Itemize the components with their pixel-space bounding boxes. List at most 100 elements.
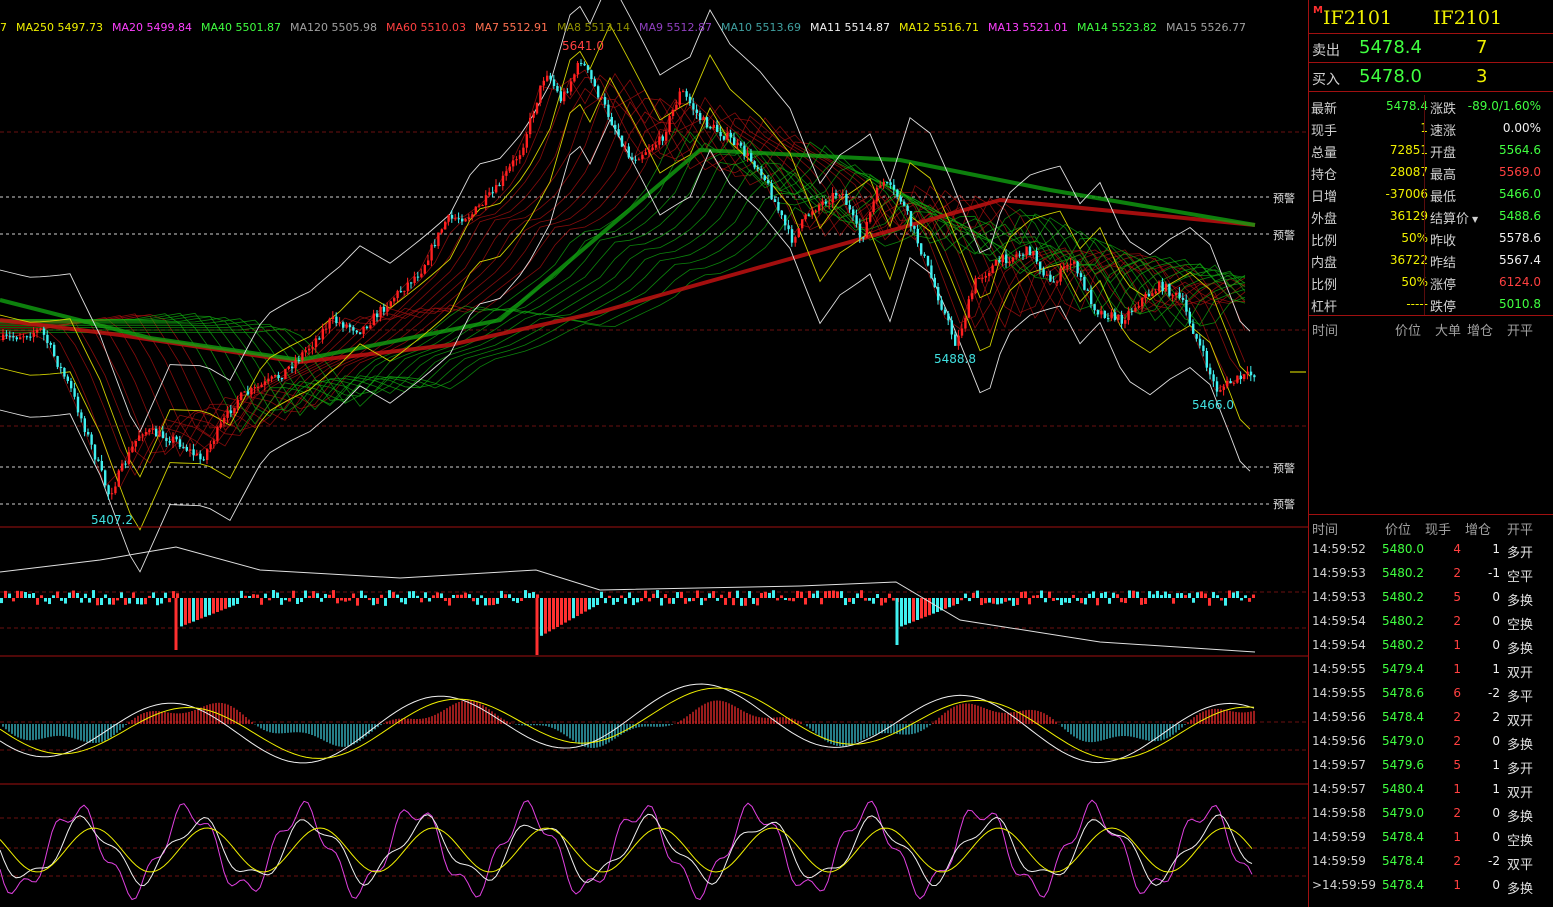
tick-oi: 0 (1492, 734, 1500, 748)
candle-body (753, 161, 756, 168)
volume-bar (296, 598, 299, 604)
volume-bar (504, 594, 507, 598)
candle-body (831, 192, 834, 203)
chart-area[interactable]: 5641.0 5407.2 5488.8 5466.0 预警 预警 预警 预警 … (0, 0, 1308, 907)
tick-row[interactable]: 14:59:55 5479.4 1 1 双开 (1309, 657, 1553, 681)
tick-row[interactable]: 14:59:59 5478.4 2 -2 双平 (1309, 849, 1553, 873)
big-order-list[interactable]: 时间 价位 大单 增仓 开平 (1309, 316, 1553, 515)
volume-bar (180, 598, 183, 627)
column-header[interactable]: 时间 (1312, 324, 1339, 339)
alert-label[interactable]: 预警 (1273, 497, 1295, 511)
candle-body (240, 392, 243, 401)
column-header[interactable]: 增仓 (1465, 523, 1492, 538)
volume-bar (168, 598, 171, 603)
candle-body (379, 306, 382, 318)
candle-body (297, 359, 301, 361)
candle-body (882, 182, 885, 186)
chevron-down-icon[interactable]: ▼ (1472, 215, 1479, 224)
column-header[interactable]: 价位 (1395, 324, 1422, 339)
tick-row[interactable]: 14:59:54 5480.2 2 0 空换 (1309, 609, 1553, 633)
volume-bar (964, 593, 967, 598)
volume-bar (552, 598, 555, 630)
tick-list[interactable]: 14:59:52 5480.0 4 1 多开 14:59:53 5480.2 2 -1 空平 14:… (1309, 537, 1553, 897)
tick-row[interactable]: 14:59:57 5479.6 5 1 多开 (1309, 753, 1553, 777)
candle-body (981, 277, 984, 279)
tick-row[interactable]: 14:59:59 5478.4 1 0 空换 (1309, 825, 1553, 849)
tick-time: 14:59:55 (1312, 662, 1366, 676)
column-header[interactable]: 价位 (1385, 523, 1412, 538)
column-header[interactable]: 开平 (1507, 324, 1534, 339)
candle-body (722, 136, 726, 140)
ask-row[interactable]: 卖出 5478.4 7 (1309, 34, 1553, 62)
volume-bar (84, 593, 87, 598)
column-header[interactable]: 现手 (1425, 523, 1452, 538)
tick-row[interactable]: 14:59:56 5478.4 2 2 双开 (1309, 705, 1553, 729)
candle-body (236, 400, 239, 408)
alert-label[interactable]: 预警 (1273, 228, 1295, 242)
candle-body (1161, 281, 1164, 291)
candle-body (620, 135, 624, 147)
candle-body (943, 309, 947, 314)
volume-bar (1004, 598, 1007, 602)
bid-label: 买入 (1312, 72, 1340, 88)
tick-row[interactable]: 14:59:53 5480.2 5 0 多换 (1309, 585, 1553, 609)
alert-label[interactable]: 预警 (1273, 461, 1295, 475)
kline-chart[interactable]: 5641.0 5407.2 5488.8 5466.0 预警 预警 预警 预警 (0, 0, 1308, 907)
volume-bar (736, 590, 739, 598)
candle-body (794, 237, 797, 243)
candle-body (692, 103, 695, 110)
candle-body (668, 115, 671, 132)
alert-label[interactable]: 预警 (1273, 191, 1295, 205)
candle-body (563, 91, 566, 102)
candle-body (886, 182, 889, 184)
candle-body (144, 432, 148, 435)
volume-bar (40, 595, 43, 598)
contract-code[interactable]: IF2101 (1323, 7, 1393, 29)
candle-body (440, 229, 443, 233)
column-header[interactable]: 时间 (1312, 523, 1339, 538)
candle-body (1130, 310, 1134, 312)
tick-row[interactable]: 14:59:55 5478.6 6 -2 多平 (1309, 681, 1553, 705)
tick-row[interactable]: 14:59:57 5480.4 1 1 双开 (1309, 777, 1553, 801)
stat-label: 结算价 ▼ (1430, 212, 1479, 227)
candle-body (212, 440, 216, 445)
volume-bar (712, 591, 715, 598)
tick-row[interactable]: 14:59:52 5480.0 4 1 多开 (1309, 537, 1553, 561)
candle-body (352, 327, 355, 331)
quote-stats: 最新 5478.4 涨跌 -89.0/1.60% 现手 1 速涨 0.00% 总量 72851 开盘… (1309, 92, 1553, 316)
volume-bar (1104, 591, 1107, 598)
volume-bar (44, 598, 47, 602)
candle-body (1035, 251, 1038, 262)
tick-row[interactable]: 14:59:54 5480.2 1 0 多换 (1309, 633, 1553, 657)
candle-body (399, 291, 403, 293)
tick-row[interactable]: >14:59:59 5478.4 1 0 多换 (1309, 873, 1553, 897)
bid-qty: 3 (1476, 66, 1488, 87)
tick-row[interactable]: 14:59:53 5480.2 2 -1 空平 (1309, 561, 1553, 585)
volume-bar (940, 598, 943, 611)
volume-bar (184, 598, 187, 625)
tick-row[interactable]: 14:59:58 5479.0 2 0 多换 (1309, 801, 1553, 825)
bid-row[interactable]: 买入 5478.0 3 (1309, 63, 1553, 91)
candle-body (841, 193, 845, 196)
column-header[interactable]: 开平 (1507, 523, 1534, 538)
volume-bar (356, 598, 359, 606)
volume-bar (900, 598, 903, 627)
volume-bar (464, 592, 467, 598)
candle-body (25, 336, 29, 338)
stat-label: 现手 (1311, 124, 1338, 139)
candle-body (1103, 310, 1106, 318)
tick-row[interactable]: 14:59:56 5479.0 2 0 多换 (1309, 729, 1553, 753)
stat-value: 5567.4 (1499, 253, 1541, 267)
candle-body (42, 328, 46, 335)
column-header[interactable]: 增仓 (1467, 324, 1494, 339)
volume-bar (76, 593, 79, 598)
candle-body (559, 91, 562, 102)
volume-bar (728, 591, 731, 598)
volume-bar (836, 591, 839, 598)
candle-body (869, 212, 872, 222)
tick-time: 14:59:56 (1312, 734, 1366, 748)
volume-bar (1156, 590, 1159, 598)
stat-row: 总量 72851 开盘 5564.6 (1309, 139, 1553, 161)
column-header[interactable]: 大单 (1435, 324, 1462, 339)
ma-line (0, 79, 1246, 454)
